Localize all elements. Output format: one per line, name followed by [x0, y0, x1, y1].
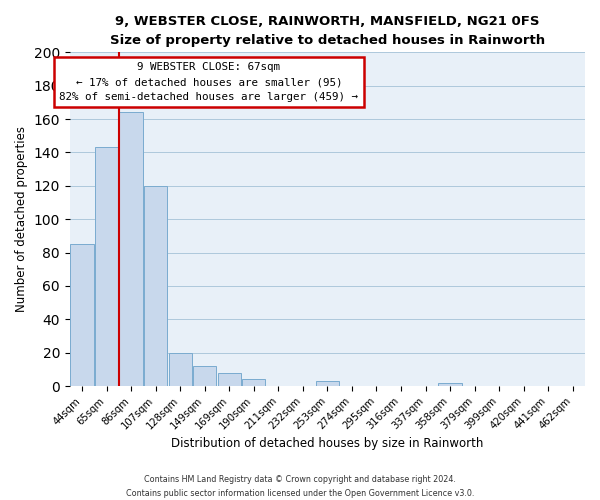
Bar: [169, 352, 192, 386]
Y-axis label: Number of detached properties: Number of detached properties: [15, 126, 28, 312]
Text: Contains HM Land Registry data © Crown copyright and database right 2024.
Contai: Contains HM Land Registry data © Crown c…: [126, 476, 474, 498]
Bar: [218, 373, 241, 386]
Bar: [316, 381, 339, 386]
Bar: [119, 112, 143, 386]
Bar: [70, 244, 94, 386]
Bar: [193, 366, 217, 386]
Text: 9 WEBSTER CLOSE: 67sqm
← 17% of detached houses are smaller (95)
82% of semi-det: 9 WEBSTER CLOSE: 67sqm ← 17% of detached…: [59, 62, 358, 102]
Bar: [95, 148, 118, 386]
X-axis label: Distribution of detached houses by size in Rainworth: Distribution of detached houses by size …: [171, 437, 484, 450]
Bar: [144, 186, 167, 386]
Title: 9, WEBSTER CLOSE, RAINWORTH, MANSFIELD, NG21 0FS
Size of property relative to de: 9, WEBSTER CLOSE, RAINWORTH, MANSFIELD, …: [110, 15, 545, 47]
Bar: [242, 380, 265, 386]
Bar: [439, 383, 462, 386]
